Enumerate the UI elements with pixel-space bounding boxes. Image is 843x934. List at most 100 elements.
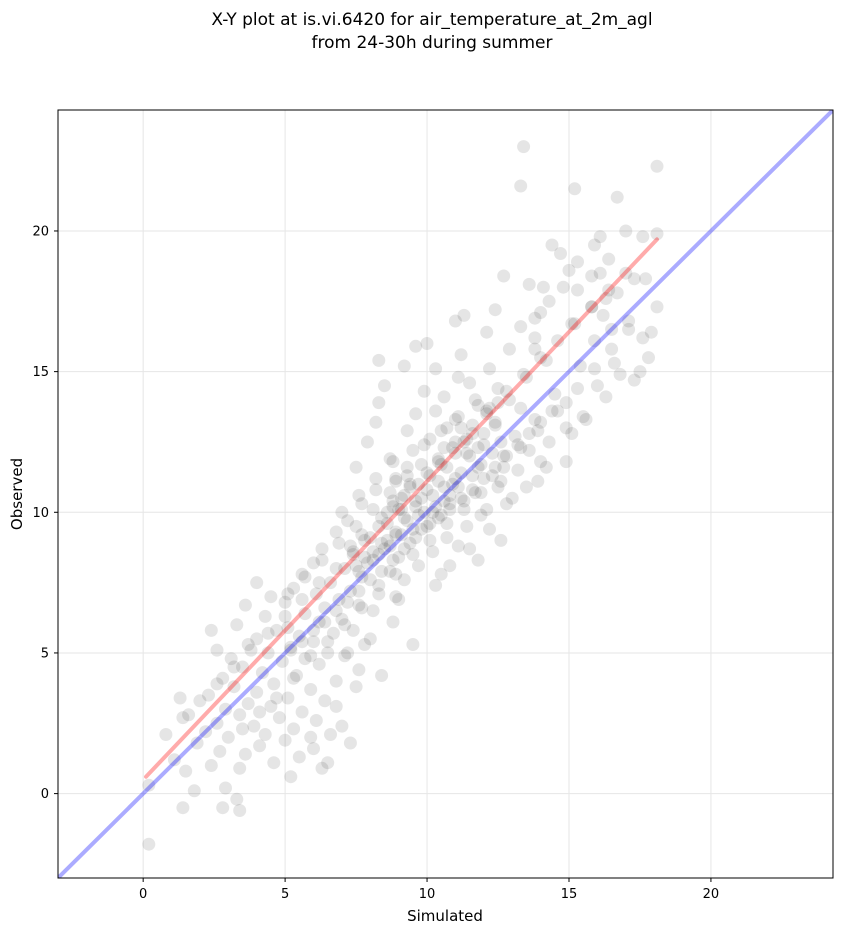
- scatter-point: [275, 654, 289, 668]
- scatter-point: [477, 427, 491, 440]
- scatter-point: [539, 460, 553, 474]
- scatter-point: [392, 503, 406, 516]
- scatter-point: [480, 407, 494, 421]
- scatter-point: [440, 460, 454, 474]
- scatter-point: [443, 497, 457, 511]
- scatter-point: [281, 621, 295, 635]
- scatter-point: [519, 370, 533, 384]
- scatter-point: [568, 182, 582, 196]
- scatter-point: [446, 441, 460, 455]
- scatter-point: [386, 553, 400, 567]
- scatter-point: [403, 480, 417, 494]
- scatter-point: [321, 635, 335, 649]
- scatter-point: [480, 404, 494, 418]
- scatter-point: [443, 503, 457, 516]
- scatter-point: [315, 542, 329, 556]
- scatter-point: [610, 286, 624, 300]
- scatter-point: [267, 677, 281, 691]
- scatter-point: [386, 615, 400, 629]
- scatter-point: [497, 449, 511, 463]
- scatter-point: [375, 536, 389, 550]
- scatter-point: [409, 500, 423, 514]
- scatter-point: [406, 522, 420, 536]
- scatter-point: [429, 578, 443, 592]
- scatter-point: [528, 342, 542, 356]
- scatter-point: [389, 590, 403, 604]
- scatter-point: [514, 179, 528, 193]
- scatter-point: [315, 553, 329, 567]
- scatter-point: [318, 615, 332, 629]
- scatter-point: [142, 778, 156, 792]
- scatter-point: [338, 649, 352, 663]
- scatter-point: [236, 722, 249, 736]
- scatter-point: [307, 623, 320, 637]
- scatter-point: [602, 283, 616, 297]
- scatter-point: [605, 322, 619, 336]
- scatter-point: [304, 683, 318, 696]
- scatter-point: [571, 255, 584, 269]
- scatter-point: [451, 480, 465, 494]
- scatter-point: [474, 486, 488, 500]
- scatter-point: [644, 325, 658, 339]
- scatter-point: [466, 418, 479, 432]
- scatter-point: [341, 514, 355, 528]
- scatter-point: [380, 533, 394, 547]
- scatter-point: [236, 660, 249, 674]
- scatter-point: [380, 517, 394, 530]
- x-tick-label: 10: [419, 887, 436, 902]
- scatter-point: [406, 443, 420, 457]
- grid-lines: [58, 110, 833, 878]
- scatter-point: [397, 573, 411, 587]
- scatter-point: [392, 593, 406, 606]
- x-axis-label: Simulated: [407, 907, 483, 925]
- scatter-point: [468, 486, 482, 500]
- scatter-point: [423, 469, 437, 483]
- scatter-point: [531, 474, 545, 488]
- scatter-point: [593, 230, 607, 244]
- scatter-point: [290, 669, 303, 682]
- scatter-point: [403, 536, 417, 550]
- scatter-point: [270, 691, 284, 705]
- scatter-point: [406, 638, 420, 651]
- scatter-point: [619, 266, 633, 280]
- scatter-point: [409, 407, 423, 421]
- scatter-point: [534, 306, 548, 319]
- scatter-point: [633, 365, 647, 379]
- scatter-point: [494, 474, 508, 488]
- scatter-point: [204, 623, 218, 637]
- scatter-point: [332, 536, 346, 550]
- scatter-point: [494, 533, 508, 547]
- scatter-point: [389, 528, 403, 542]
- scatter-point: [216, 671, 230, 685]
- scatter-point: [613, 367, 627, 381]
- scatter-point: [258, 728, 272, 741]
- scatter-point: [253, 739, 267, 753]
- scatter-point: [556, 280, 570, 294]
- scatter-point: [522, 277, 536, 291]
- scatter-point: [483, 401, 496, 415]
- scatter-point: [227, 660, 241, 674]
- scatter-point: [352, 663, 366, 677]
- scatter-point: [610, 190, 624, 204]
- scatter-point: [528, 331, 542, 345]
- scatter-point: [605, 342, 619, 356]
- scatter-point: [264, 590, 278, 604]
- scatter-point: [187, 784, 201, 798]
- scatter-point: [466, 483, 479, 497]
- scatter-point: [159, 728, 173, 741]
- scatter-point: [642, 351, 655, 365]
- scatter-point: [639, 272, 653, 286]
- scatter-point: [258, 609, 272, 623]
- scatter-point: [307, 635, 320, 649]
- x-tick-label: 0: [139, 887, 147, 902]
- scatter-point: [295, 593, 309, 606]
- scatter-point: [372, 548, 386, 561]
- scatter-point: [397, 511, 411, 525]
- scatter-point: [389, 525, 403, 539]
- scatter-point: [511, 438, 525, 452]
- scatter-point: [250, 576, 264, 590]
- scatter-point: [343, 736, 357, 750]
- scatter-point: [352, 598, 366, 612]
- scatter-point: [355, 601, 369, 615]
